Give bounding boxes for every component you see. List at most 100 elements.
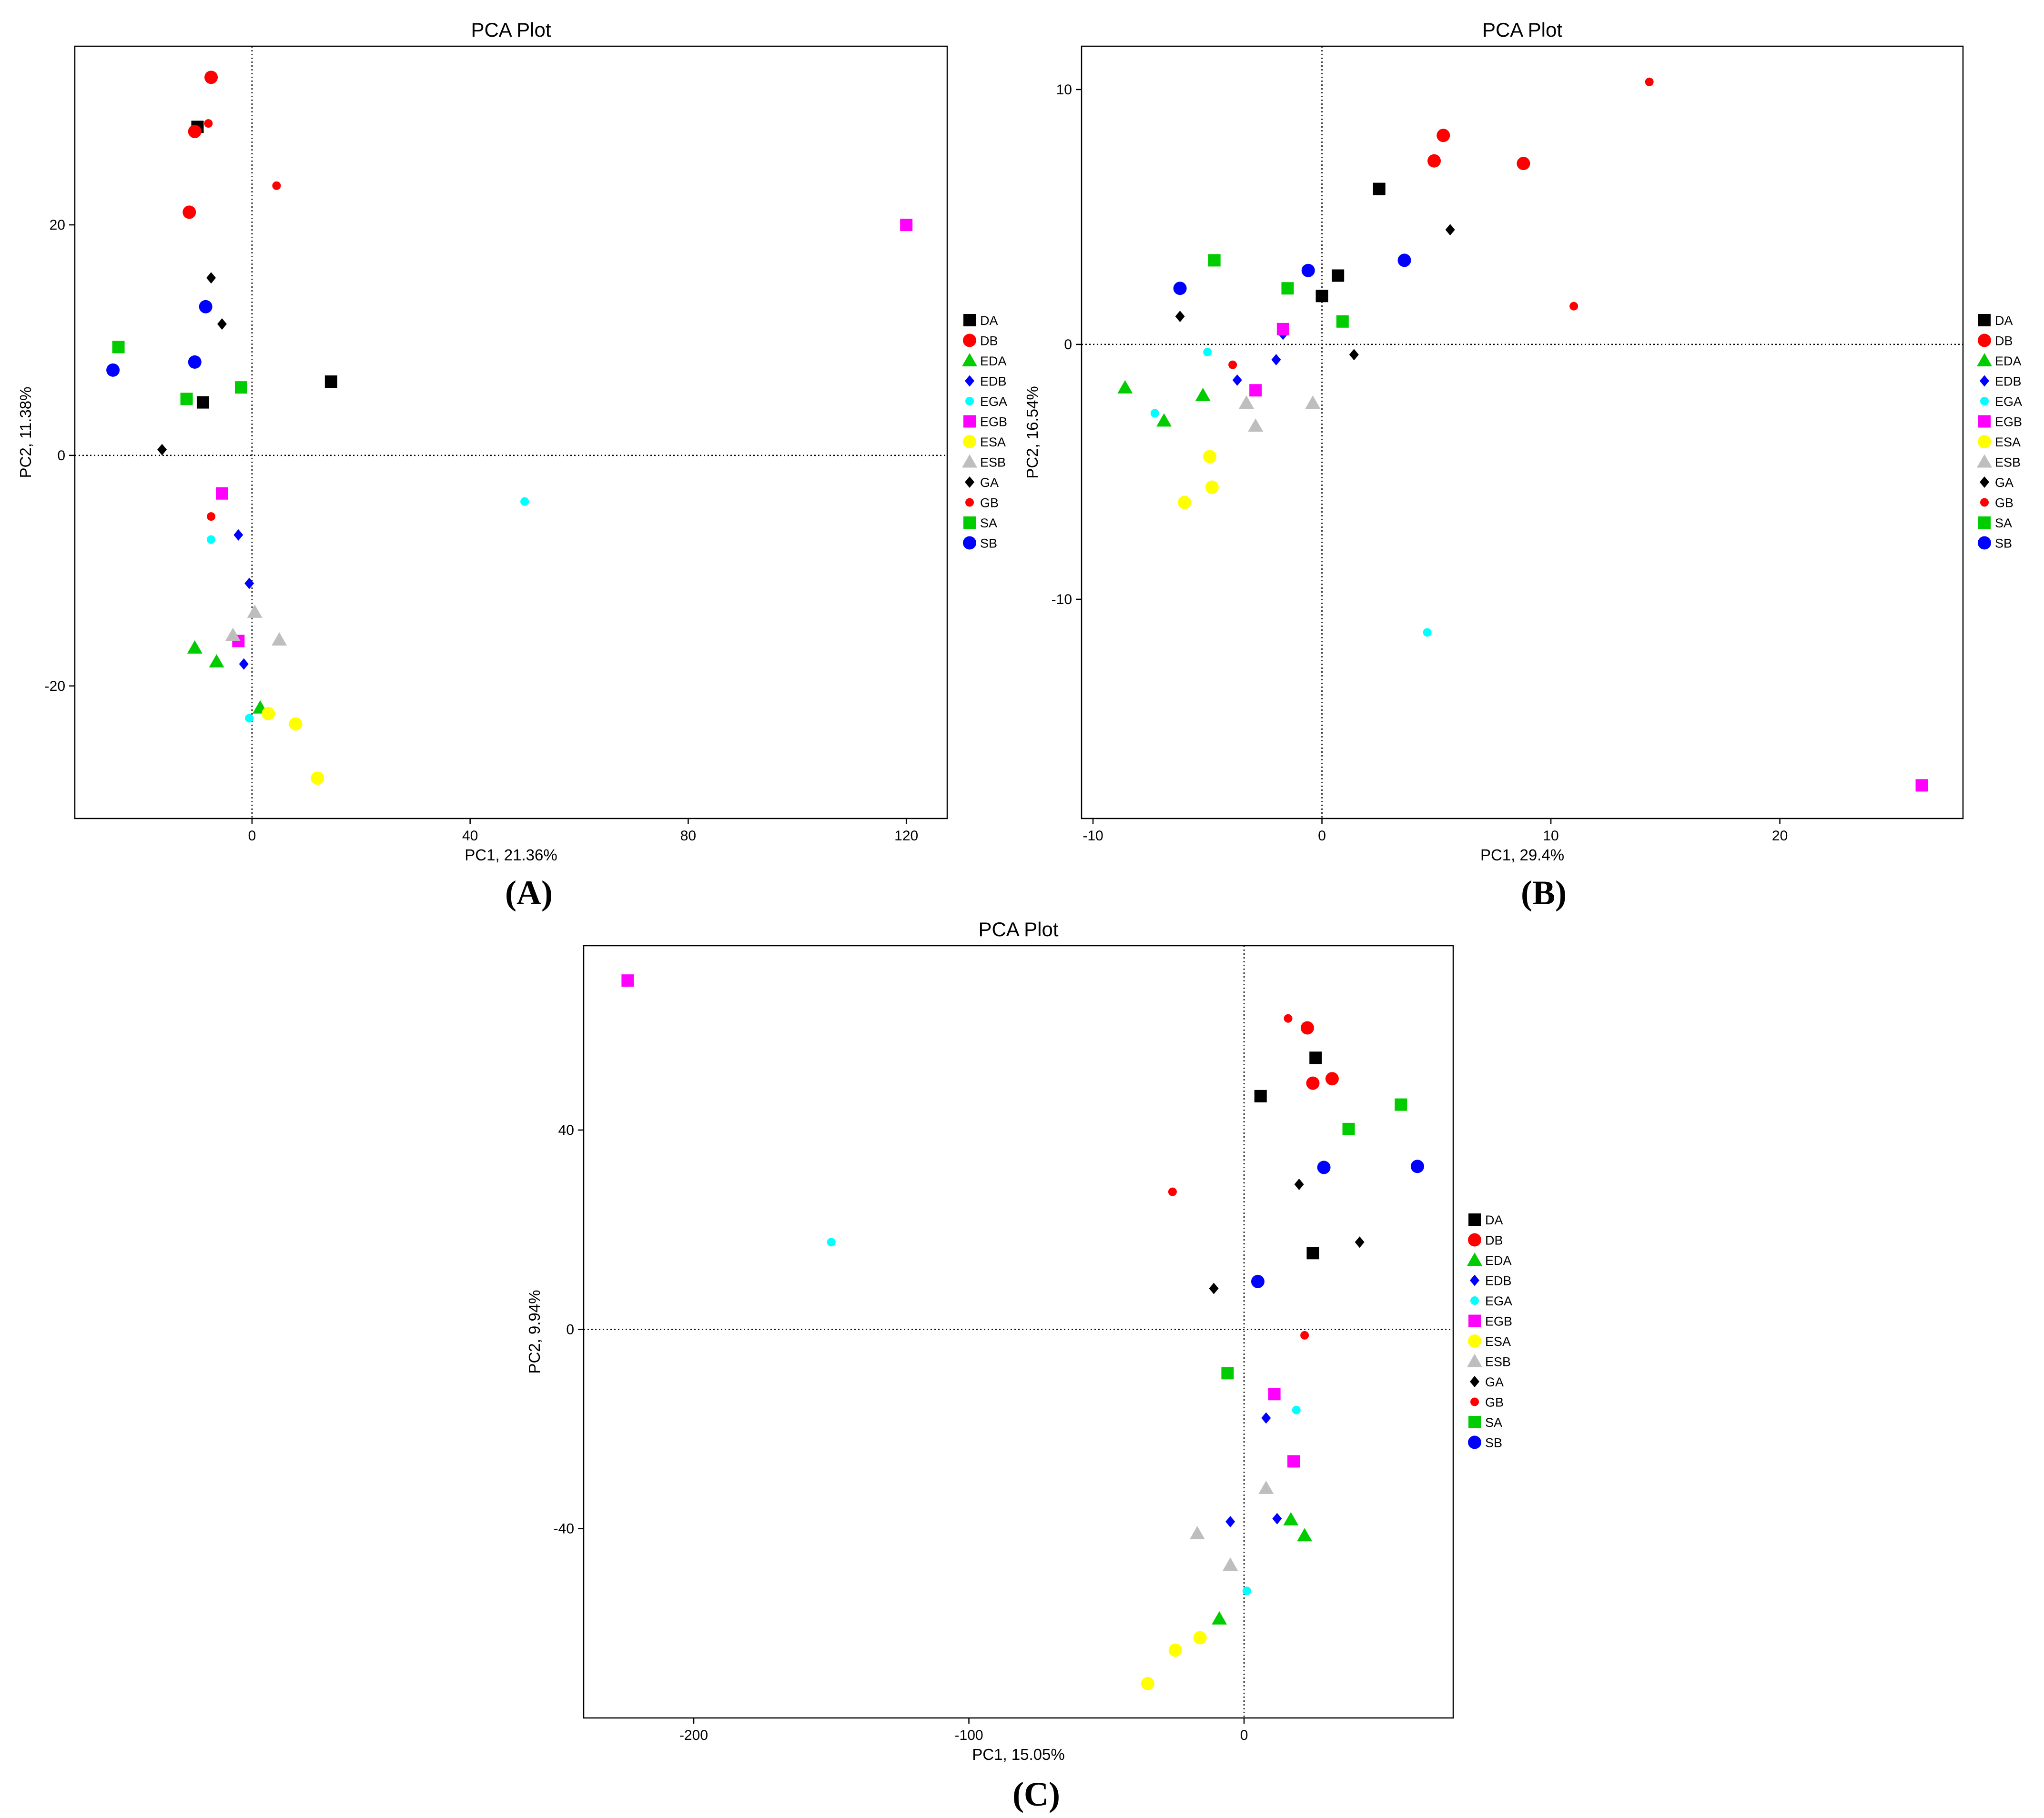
y-tick-label: 10 bbox=[1056, 82, 1072, 98]
data-point-esa bbox=[1168, 1643, 1182, 1657]
data-point-sa bbox=[112, 341, 125, 354]
legend-key-sb bbox=[1468, 1435, 1481, 1449]
legend-key-esb bbox=[1977, 454, 1992, 468]
data-point-ga bbox=[1294, 1178, 1304, 1190]
data-point-db bbox=[1325, 1072, 1339, 1086]
data-point-esb bbox=[1248, 418, 1264, 432]
y-tick-label: 0 bbox=[57, 448, 65, 464]
legend-label-db: DB bbox=[1485, 1233, 1503, 1248]
data-point-ega bbox=[1423, 628, 1432, 637]
data-point-eda bbox=[1156, 413, 1172, 427]
data-point-ega bbox=[245, 714, 254, 723]
legend-label-db: DB bbox=[1995, 334, 2013, 348]
data-point-eda bbox=[1117, 380, 1133, 394]
data-point-edb bbox=[1225, 1515, 1235, 1527]
data-point-ega bbox=[1203, 347, 1212, 356]
data-point-ga bbox=[206, 272, 216, 284]
data-point-sa bbox=[235, 381, 248, 394]
legend-key-edb bbox=[965, 375, 974, 387]
data-point-sa bbox=[1342, 1122, 1355, 1135]
data-point-esb bbox=[1223, 1557, 1238, 1571]
y-axis-label: PC2, 16.54% bbox=[1023, 386, 1041, 478]
data-point-gb bbox=[272, 181, 281, 190]
data-point-da bbox=[196, 396, 209, 409]
data-point-esb bbox=[1258, 1480, 1274, 1494]
legend-key-ga bbox=[965, 476, 974, 488]
data-point-ga bbox=[217, 318, 227, 330]
x-tick-label: -200 bbox=[679, 1727, 708, 1743]
data-point-eda bbox=[1297, 1528, 1313, 1542]
legend-label-egb: EGB bbox=[1485, 1314, 1512, 1329]
data-point-edb bbox=[1261, 1412, 1271, 1424]
legend-key-gb bbox=[965, 498, 974, 507]
legend-label-sa: SA bbox=[1995, 516, 2012, 530]
legend-key-sa bbox=[1468, 1416, 1481, 1428]
legend-label-sa: SA bbox=[980, 516, 997, 530]
data-point-gb bbox=[1228, 360, 1237, 369]
legend-key-gb bbox=[1980, 498, 1989, 507]
legend-key-egb bbox=[963, 415, 976, 428]
legend-key-ga bbox=[1470, 1376, 1479, 1387]
legend-label-da: DA bbox=[1485, 1213, 1503, 1227]
legend-label-ega: EGA bbox=[1995, 394, 2022, 409]
chart-title: PCA Plot bbox=[471, 19, 551, 41]
y-tick-label: 20 bbox=[50, 217, 65, 233]
data-point-edb bbox=[233, 529, 243, 541]
data-point-eda bbox=[209, 654, 224, 667]
legend-key-da bbox=[1978, 314, 1991, 326]
data-point-egb bbox=[900, 219, 913, 232]
legend-label-egb: EGB bbox=[1995, 415, 2022, 429]
legend-label-egb: EGB bbox=[980, 415, 1007, 429]
x-tick-label: 20 bbox=[1772, 828, 1788, 844]
data-point-db bbox=[204, 71, 218, 84]
legend-label-sb: SB bbox=[1485, 1436, 1502, 1450]
legend-label-gb: GB bbox=[980, 496, 999, 510]
x-tick-label: 40 bbox=[462, 828, 478, 844]
data-point-sa bbox=[1208, 254, 1221, 267]
x-tick-label: 0 bbox=[1318, 828, 1326, 844]
y-tick-label: -10 bbox=[1052, 592, 1072, 607]
data-point-ega bbox=[1242, 1586, 1251, 1596]
data-point-sb bbox=[1410, 1160, 1424, 1173]
data-point-esb bbox=[1305, 395, 1321, 409]
legend-key-esa bbox=[1468, 1334, 1481, 1348]
data-point-esa bbox=[262, 707, 275, 720]
y-axis-label: PC2, 11.38% bbox=[17, 386, 34, 478]
legend-key-da bbox=[1468, 1213, 1481, 1226]
data-point-esa bbox=[1203, 450, 1217, 464]
data-point-sb bbox=[1397, 253, 1411, 267]
legend-label-edb: EDB bbox=[980, 374, 1007, 389]
plot-frame bbox=[1081, 45, 1964, 819]
data-point-edb bbox=[1272, 1513, 1282, 1525]
legend-key-ga bbox=[1980, 476, 1989, 488]
legend-key-eda bbox=[1977, 353, 1992, 366]
y-tick-label: 0 bbox=[1064, 337, 1072, 353]
y-axis-label: PC2, 9.94% bbox=[526, 1290, 543, 1374]
legend-label-esb: ESB bbox=[1995, 455, 2021, 470]
data-point-sb bbox=[1173, 282, 1187, 295]
data-point-sb bbox=[199, 300, 212, 313]
legend-key-egb bbox=[1468, 1314, 1481, 1327]
legend-key-esa bbox=[963, 435, 976, 448]
panel-label: (C) bbox=[1012, 1775, 1060, 1813]
x-tick-label: 0 bbox=[248, 828, 256, 844]
legend-label-esa: ESA bbox=[1485, 1334, 1511, 1349]
data-point-db bbox=[1306, 1076, 1320, 1090]
legend-label-esb: ESB bbox=[980, 455, 1006, 470]
data-point-eda bbox=[1195, 387, 1211, 401]
legend-label-ega: EGA bbox=[980, 394, 1007, 409]
y-tick-label: 40 bbox=[558, 1122, 574, 1138]
data-point-da bbox=[1373, 182, 1386, 195]
data-point-gb bbox=[1645, 77, 1654, 86]
legend: DA DB EDA EDB EGA EGB ESA ESB GA GB SA SB bbox=[962, 313, 1007, 551]
chart-title: PCA Plot bbox=[1482, 19, 1562, 41]
legend: DA DB EDA EDB EGA EGB ESA ESB GA GB SA SB bbox=[1467, 1213, 1512, 1450]
plot-frame bbox=[74, 45, 948, 819]
pca-panel-c: -200 -100 0 -40 0 40 PCA Plot PC1, 15.05% PC2, 9… bbox=[526, 918, 1512, 1813]
data-point-da bbox=[324, 375, 337, 388]
legend-label-eda: EDA bbox=[980, 354, 1007, 368]
legend-label-esa: ESA bbox=[980, 435, 1006, 449]
legend-key-sa bbox=[963, 516, 976, 529]
legend-label-da: DA bbox=[1995, 313, 2013, 328]
x-tick-label: 120 bbox=[894, 828, 918, 844]
